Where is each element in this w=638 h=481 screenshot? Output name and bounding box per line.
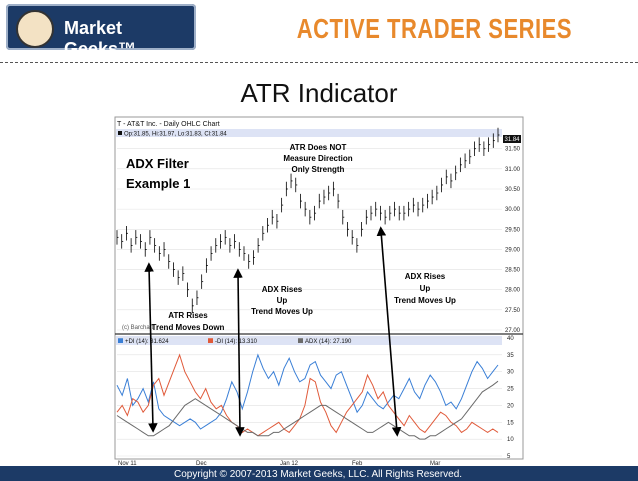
market-geeks-logo: Market Geeks™ [6,4,196,59]
indicator-tick-label: 40 [507,336,514,342]
price-tick-label: 31.50 [505,147,521,153]
x-tick-label: Jan 12 [280,461,299,467]
annotation-trend-up-2: Trend Moves Up [394,296,456,305]
x-tick-label: Nov 11 [118,461,137,467]
price-grid [117,148,502,331]
header-divider [0,62,638,63]
annotation-up-1: Up [277,296,288,305]
annotation-adx-rises-2: ADX Rises [405,272,446,281]
series-line-0 [116,353,499,430]
annotation-arrows [144,226,402,437]
x-axis: Nov 11 Dec Jan 12 Feb Mar [118,461,440,467]
legend-square-icon [118,131,122,135]
price-series [116,127,500,314]
annotation-example-1: Example 1 [126,176,190,191]
logo-text: Market Geeks™ [64,18,137,59]
arrow-3 [376,226,402,437]
price-tick-label: 29.50 [505,227,521,233]
annotation-trend-down: Trend Moves Down [152,323,225,332]
annotation-adx-rises-1: ADX Rises [262,285,303,294]
indicator-tick-label: 35 [507,353,514,359]
price-tick-label: 29.00 [505,247,521,253]
legend-label: -DI (14): 13.310 [215,339,258,345]
price-tick-label: 31.00 [505,167,521,173]
indicator-tick-label: 25 [507,387,514,393]
series-title: ACTIVE TRADER SERIES [296,12,572,44]
indicator-tick-label: 15 [507,420,514,426]
indicator-legend-bar [116,336,502,345]
arrow-1 [144,262,158,433]
series-line-2 [116,380,499,440]
indicator-tick-label: 30 [507,370,514,376]
price-axis: 27.00 27.50 28.00 28.50 29.00 29.50 30.00 30.50… [505,147,521,334]
indicator-tick-label: 5 [507,454,511,460]
legend-label: ADX (14): 27.190 [305,339,352,345]
annotations: ADX Filter Example 1 ATR Does NOT Measur… [126,143,456,332]
footer-copyright: Copyright © 2007-2013 Market Geeks, LLC.… [174,469,463,480]
indicator-tick-label: 10 [507,437,514,443]
series-line-1 [116,353,499,437]
annotation-atr-not-3: Only Strength [292,165,345,174]
indicator-legend: +DI (14): 31.624 -DI (14): 13.310 ADX (14)… [118,338,352,345]
legend-swatch [118,338,123,343]
slide-title: ATR Indicator [240,78,398,108]
legend-label: +DI (14): 31.624 [125,339,169,345]
chart-title: T - AT&T Inc. - Daily OHLC Chart [117,121,220,128]
indicator-series [116,353,499,440]
ohlc-readout: Op:31.85, Hi:31.97, Lo:31.83, Cl:31.84 [124,132,227,138]
last-price-label: 31.84 [504,137,520,143]
annotation-atr-not-1: ATR Does NOT [290,143,347,152]
price-tick-label: 28.50 [505,268,521,274]
indicator-tick-label: 20 [507,403,514,409]
x-tick-label: Mar [430,461,440,467]
legend-swatch [208,338,213,343]
indicator-grid [117,337,502,457]
ohlc-readout-bar [116,129,502,137]
annotation-up-2: Up [420,284,431,293]
price-tick-label: 30.50 [505,187,521,193]
barchart-watermark: (c) Barchart [122,325,154,331]
chart-frame [114,116,524,460]
annotation-trend-up-1: Trend Moves Up [251,307,313,316]
price-tick-label: 27.50 [505,308,521,314]
arrow-2 [233,268,245,437]
price-tick-label: 27.00 [505,328,521,334]
geek-mascot-icon [16,10,54,48]
x-tick-label: Feb [352,461,363,467]
footer-bar [0,466,638,481]
annotation-atr-rises: ATR Rises [168,311,208,320]
legend-swatch [298,338,303,343]
price-tick-label: 28.00 [505,288,521,294]
price-tick-label: 30.00 [505,207,521,213]
indicator-axis: 5 10 15 20 25 30 35 40 [507,336,514,460]
annotation-adx-filter: ADX Filter [126,156,189,171]
annotation-atr-not-2: Measure Direction [283,154,352,163]
x-tick-label: Dec [196,461,207,467]
last-price-tag [503,135,521,143]
